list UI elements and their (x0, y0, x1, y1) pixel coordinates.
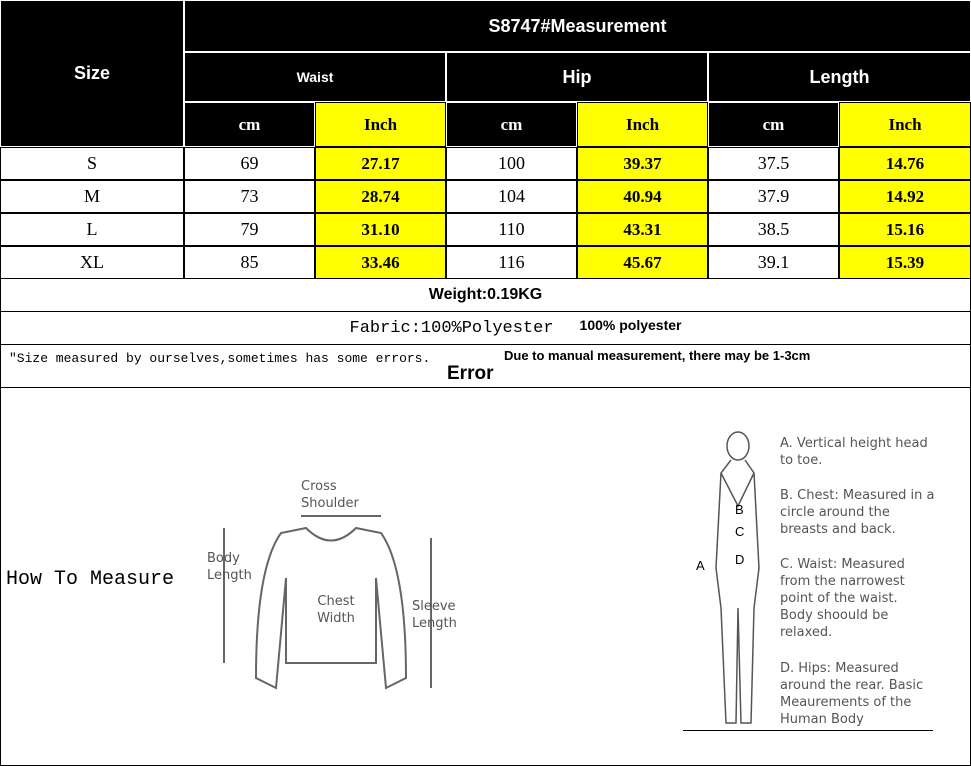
sweater-diagram-icon (223, 515, 432, 690)
how-to-title: How To Measure (6, 568, 175, 591)
group-hip: Hip (446, 52, 708, 102)
weight-text: Weight:0.19KG (428, 286, 543, 303)
legend-a: A. Vertical height head to toe. (780, 436, 928, 468)
value-cell: 79 (184, 213, 315, 246)
value-cell: 116 (446, 246, 577, 279)
value-cell: 45.67 (577, 246, 708, 279)
value-cell: 37.5 (708, 147, 839, 180)
cross-shoulder-label: Cross Shoulder (301, 479, 359, 511)
value-cell: 15.16 (839, 213, 971, 246)
value-cell: 33.46 (315, 246, 446, 279)
value-cell: 14.76 (839, 147, 971, 180)
value-cell: 39.1 (708, 246, 839, 279)
value-cell: 39.37 (577, 147, 708, 180)
unit-header: Inch (577, 102, 708, 147)
unit-header: cm (446, 102, 577, 147)
note-error: Error (447, 363, 494, 384)
letter-b: B (735, 502, 744, 517)
value-cell: 69 (184, 147, 315, 180)
unit-header: Inch (315, 102, 446, 147)
unit-header: Inch (839, 102, 971, 147)
value-cell: 100 (446, 147, 577, 180)
value-cell: 28.74 (315, 180, 446, 213)
fabric-note: 100% polyester (579, 317, 682, 333)
size-cell: S (0, 147, 184, 180)
value-cell: 15.39 (839, 246, 971, 279)
value-cell: 110 (446, 213, 577, 246)
size-header: Size (0, 0, 184, 147)
value-cell: 27.17 (315, 147, 446, 180)
divider (683, 730, 933, 731)
note-row: "Size measured by ourselves,sometimes ha… (0, 345, 971, 388)
body-figure-icon: B C D A (696, 431, 760, 724)
value-cell: 31.10 (315, 213, 446, 246)
value-cell: 37.9 (708, 180, 839, 213)
value-cell: 104 (446, 180, 577, 213)
group-length: Length (708, 52, 971, 102)
table-title: S8747#Measurement (184, 0, 971, 52)
legend-b: B. Chest: Measured in a circle around th… (780, 488, 935, 537)
group-waist: Waist (184, 52, 446, 102)
note-text: "Size measured by ourselves,sometimes ha… (9, 351, 431, 366)
unit-header: cm (184, 102, 315, 147)
value-cell: 73 (184, 180, 315, 213)
legend-c: C. Waist: Measured from the narrowest po… (780, 557, 905, 640)
value-cell: 43.31 (577, 213, 708, 246)
value-cell: 14.92 (839, 180, 971, 213)
letter-a: A (696, 558, 705, 573)
body-length-label: Body Length (207, 551, 252, 583)
weight-row: Weight:0.19KG (0, 279, 971, 312)
value-cell: 40.94 (577, 180, 708, 213)
chest-width-label: Chest Width (317, 594, 355, 626)
letter-c: C (735, 524, 744, 539)
size-cell: XL (0, 246, 184, 279)
sleeve-length-label: Sleeve Length (412, 599, 457, 631)
fabric-row: Fabric:100%Polyester 100% polyester (0, 312, 971, 345)
value-cell: 38.5 (708, 213, 839, 246)
unit-header: cm (708, 102, 839, 147)
note-translation: Due to manual measurement, there may be … (504, 348, 811, 363)
legend-d: D. Hips: Measured around the rear. Basic… (780, 661, 924, 727)
size-cell: L (0, 213, 184, 246)
fabric-text: Fabric:100%Polyester (349, 318, 554, 338)
letter-d: D (735, 552, 744, 567)
size-cell: M (0, 180, 184, 213)
how-to-measure-section: How To Measure Cross Shoulder Body Lengt… (0, 388, 971, 766)
value-cell: 85 (184, 246, 315, 279)
